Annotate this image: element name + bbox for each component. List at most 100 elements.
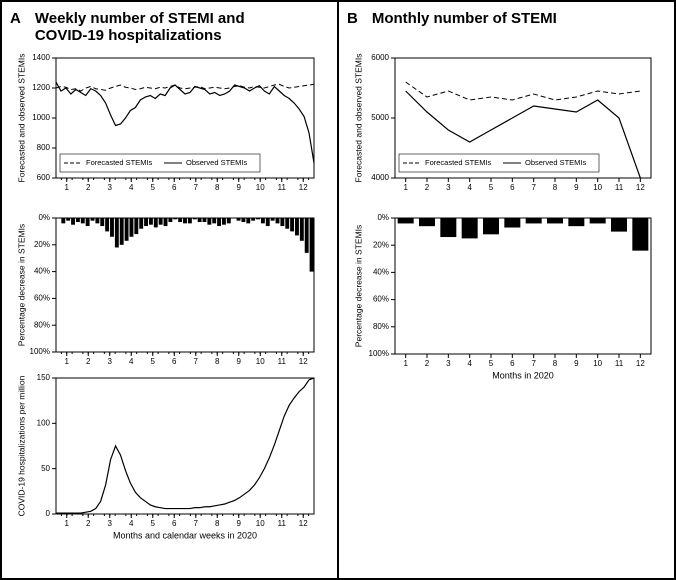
svg-text:1: 1 [65, 183, 70, 192]
svg-text:2: 2 [86, 357, 91, 366]
svg-text:9: 9 [574, 183, 579, 192]
svg-text:11: 11 [615, 183, 624, 192]
svg-text:2: 2 [425, 183, 430, 192]
svg-text:6: 6 [172, 183, 177, 192]
panel-letter: B [347, 10, 358, 27]
svg-text:Percentage decrease in STEMIs: Percentage decrease in STEMIs [16, 224, 26, 346]
svg-text:4: 4 [129, 357, 134, 366]
svg-text:1: 1 [403, 359, 408, 368]
svg-text:11: 11 [278, 357, 287, 366]
svg-text:2: 2 [86, 183, 91, 192]
svg-text:8: 8 [553, 359, 558, 368]
svg-text:10: 10 [593, 359, 602, 368]
svg-text:100%: 100% [30, 347, 50, 356]
svg-text:10: 10 [256, 357, 265, 366]
svg-text:12: 12 [636, 359, 645, 368]
svg-text:5: 5 [151, 183, 156, 192]
svg-text:7: 7 [531, 183, 536, 192]
svg-text:100: 100 [37, 418, 51, 427]
svg-text:50: 50 [41, 464, 50, 473]
svg-text:2: 2 [425, 359, 430, 368]
svg-text:3: 3 [108, 519, 113, 528]
svg-text:8: 8 [553, 183, 558, 192]
svg-text:9: 9 [237, 519, 242, 528]
svg-text:Forecasted and observed STEMIs: Forecasted and observed STEMIs [16, 54, 26, 183]
svg-text:6: 6 [510, 359, 515, 368]
svg-text:11: 11 [278, 519, 287, 528]
svg-text:20%: 20% [34, 240, 50, 249]
svg-text:6: 6 [172, 519, 177, 528]
svg-text:8: 8 [215, 519, 220, 528]
svg-text:3: 3 [446, 183, 451, 192]
svg-text:60%: 60% [373, 295, 389, 304]
figure-container: A Weekly number of STEMI and COVID-19 ho… [0, 0, 676, 580]
svg-text:7: 7 [194, 183, 199, 192]
svg-text:4: 4 [467, 359, 472, 368]
svg-text:0%: 0% [377, 213, 389, 222]
svg-text:8: 8 [215, 183, 220, 192]
svg-text:6: 6 [172, 357, 177, 366]
chart-b-line: 400050006000123456789101112Forecasted an… [347, 52, 666, 212]
svg-text:150: 150 [37, 373, 51, 382]
svg-text:6000: 6000 [371, 53, 389, 62]
svg-text:Observed STEMIs: Observed STEMIs [525, 158, 587, 167]
panel-title-text: Weekly number of STEMI and COVID-19 hosp… [35, 10, 245, 44]
svg-text:7: 7 [194, 519, 199, 528]
svg-text:0%: 0% [38, 213, 50, 222]
chart-b-bar: 0%20%40%60%80%100%123456789101112Percent… [347, 212, 666, 384]
svg-text:Forecasted and observed STEMIs: Forecasted and observed STEMIs [353, 54, 363, 183]
svg-text:12: 12 [299, 519, 308, 528]
svg-text:Observed STEMIs: Observed STEMIs [186, 158, 248, 167]
panel-letter: A [10, 10, 21, 27]
svg-text:9: 9 [574, 359, 579, 368]
svg-text:3: 3 [108, 183, 113, 192]
svg-text:4: 4 [129, 183, 134, 192]
svg-text:10: 10 [593, 183, 602, 192]
svg-text:800: 800 [37, 143, 51, 152]
svg-text:80%: 80% [34, 320, 50, 329]
svg-text:3: 3 [446, 359, 451, 368]
svg-text:100%: 100% [369, 349, 389, 358]
svg-text:1: 1 [65, 357, 70, 366]
svg-text:Percentage decrease in STEMIs: Percentage decrease in STEMIs [353, 225, 363, 347]
svg-text:8: 8 [215, 357, 220, 366]
svg-text:5: 5 [151, 519, 156, 528]
svg-text:5: 5 [489, 183, 494, 192]
panel-b: B Monthly number of STEMI 40005000600012… [339, 2, 674, 578]
svg-text:7: 7 [531, 359, 536, 368]
svg-text:2: 2 [86, 519, 91, 528]
svg-text:40%: 40% [34, 267, 50, 276]
svg-text:12: 12 [299, 183, 308, 192]
svg-text:12: 12 [636, 183, 645, 192]
svg-text:11: 11 [278, 183, 287, 192]
svg-text:Forecasted STEMIs: Forecasted STEMIs [86, 158, 153, 167]
chart-a-covid: 050100150123456789101112COVID-19 hospita… [10, 372, 329, 544]
svg-text:1000: 1000 [32, 113, 50, 122]
svg-text:1: 1 [65, 519, 70, 528]
panel-title-text: Monthly number of STEMI [372, 10, 557, 27]
chart-a-bar: 0%20%40%60%80%100%123456789101112Percent… [10, 212, 329, 372]
svg-text:10: 10 [256, 519, 265, 528]
svg-text:Months in 2020: Months in 2020 [492, 370, 554, 380]
svg-text:12: 12 [299, 357, 308, 366]
svg-text:1: 1 [403, 183, 408, 192]
svg-text:4: 4 [467, 183, 472, 192]
svg-text:7: 7 [194, 357, 199, 366]
svg-text:1400: 1400 [32, 53, 50, 62]
svg-text:Forecasted STEMIs: Forecasted STEMIs [425, 158, 492, 167]
svg-text:60%: 60% [34, 294, 50, 303]
svg-text:COVID-19 hospitalizations per: COVID-19 hospitalizations per million [16, 375, 26, 516]
panel-a: A Weekly number of STEMI and COVID-19 ho… [2, 2, 339, 578]
svg-text:1200: 1200 [32, 83, 50, 92]
chart-a-line: 600800100012001400123456789101112Forecas… [10, 52, 329, 212]
svg-text:11: 11 [615, 359, 624, 368]
svg-text:9: 9 [237, 357, 242, 366]
svg-text:600: 600 [37, 173, 51, 182]
svg-text:4: 4 [129, 519, 134, 528]
panel-b-title: B Monthly number of STEMI [347, 8, 666, 52]
panel-a-title: A Weekly number of STEMI and COVID-19 ho… [10, 8, 329, 52]
svg-text:40%: 40% [373, 268, 389, 277]
svg-text:20%: 20% [373, 240, 389, 249]
svg-text:80%: 80% [373, 322, 389, 331]
svg-text:10: 10 [256, 183, 265, 192]
